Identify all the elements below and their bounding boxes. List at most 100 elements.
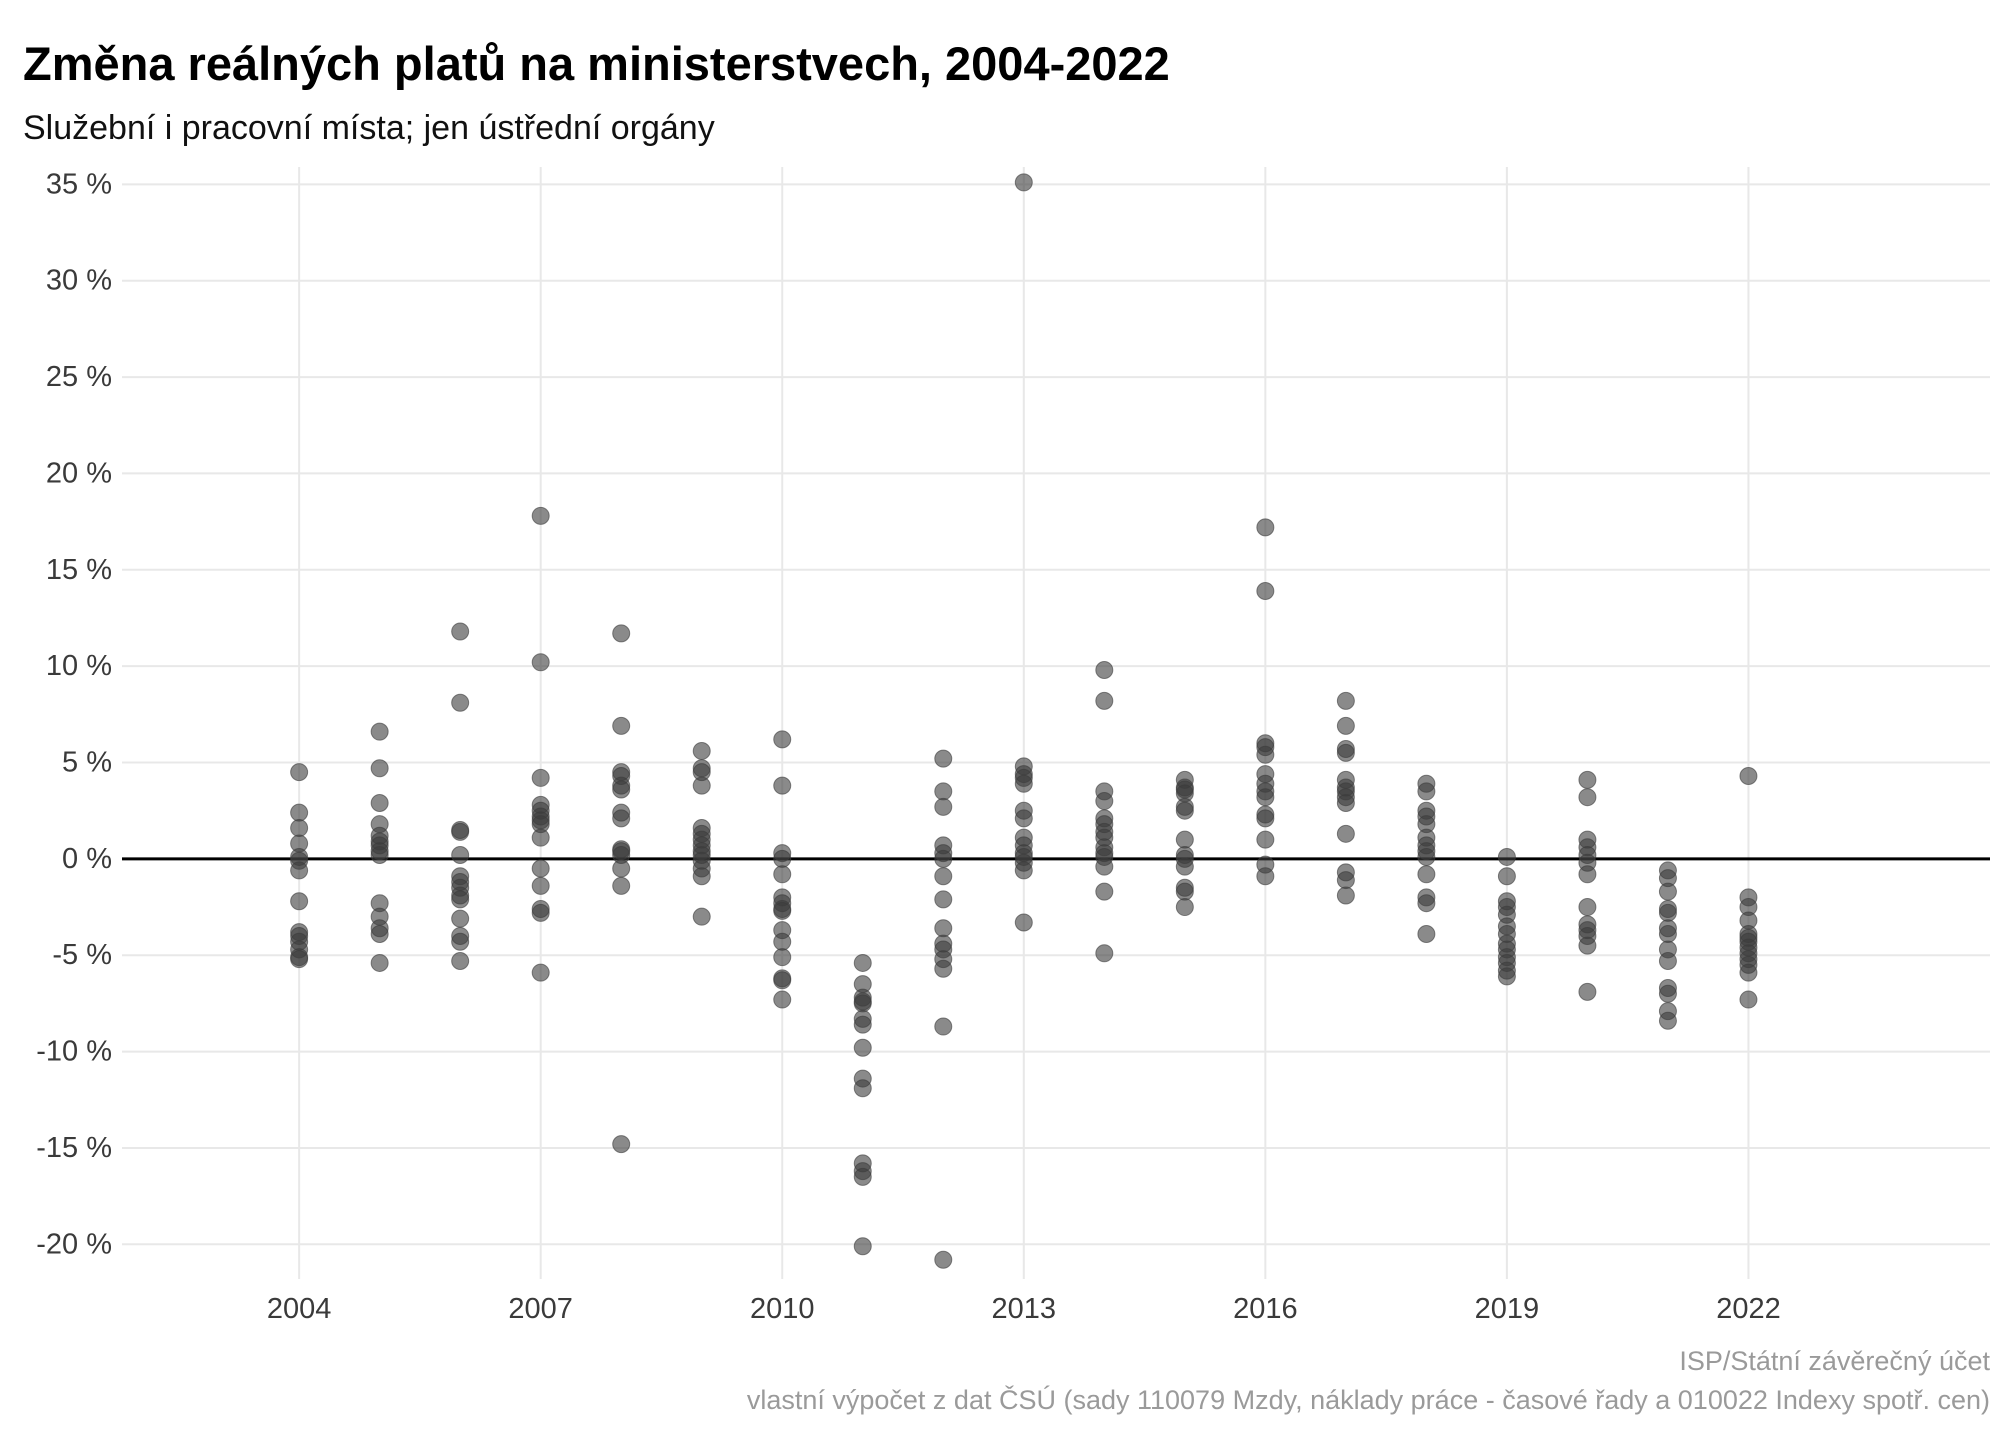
data-point xyxy=(451,890,470,909)
data-point xyxy=(773,730,792,749)
data-point xyxy=(692,867,711,886)
data-point xyxy=(1014,809,1033,828)
data-point xyxy=(1256,788,1275,807)
caption-note: vlastní výpočet z dat ČSÚ (sady 110079 M… xyxy=(747,1384,1990,1415)
x-tick-label: 2022 xyxy=(1716,1293,1781,1325)
data-point xyxy=(1256,809,1275,828)
data-point xyxy=(1578,982,1597,1001)
y-tick-label: 20 % xyxy=(46,457,112,489)
data-point xyxy=(692,776,711,795)
data-point xyxy=(773,932,792,951)
chart-subtitle: Služební i pracovní místa; jen ústřední … xyxy=(23,109,715,147)
data-point xyxy=(692,907,711,926)
data-point xyxy=(853,1038,872,1057)
data-point xyxy=(531,653,550,672)
data-point xyxy=(1095,661,1114,680)
y-tick-label: 25 % xyxy=(46,361,112,393)
data-point xyxy=(853,994,872,1013)
data-point xyxy=(934,867,953,886)
y-tick-label: 15 % xyxy=(46,554,112,586)
data-point xyxy=(1014,861,1033,880)
data-point xyxy=(1739,766,1758,785)
data-point xyxy=(773,990,792,1009)
y-tick-label: -20 % xyxy=(36,1228,112,1260)
data-point xyxy=(612,809,631,828)
data-point xyxy=(531,506,550,525)
data-point xyxy=(1578,865,1597,884)
data-point xyxy=(1175,898,1194,917)
data-point xyxy=(1014,774,1033,793)
data-point xyxy=(290,819,309,838)
x-axis: 2004 2007 2010 2013 2016 2019 2022 xyxy=(267,1293,1781,1325)
data-point xyxy=(1336,793,1355,812)
data-point xyxy=(531,768,550,787)
x-tick-label: 2010 xyxy=(750,1293,815,1325)
data-point xyxy=(1336,691,1355,710)
data-point xyxy=(1256,518,1275,537)
data-point xyxy=(773,971,792,990)
gridlines xyxy=(122,167,1990,1279)
data-point xyxy=(1417,894,1436,913)
data-point xyxy=(531,903,550,922)
data-point xyxy=(1256,745,1275,764)
data-point xyxy=(612,1135,631,1154)
data-point xyxy=(1256,867,1275,886)
data-point xyxy=(1336,716,1355,735)
data-point xyxy=(451,952,470,971)
data-point xyxy=(370,722,389,741)
data-point xyxy=(290,803,309,822)
data-point xyxy=(853,1015,872,1034)
data-point xyxy=(451,932,470,951)
data-point xyxy=(853,1079,872,1098)
data-point xyxy=(531,876,550,895)
data-point xyxy=(692,741,711,760)
data-point xyxy=(451,846,470,865)
y-tick-label: 30 % xyxy=(46,265,112,297)
data-point xyxy=(1336,743,1355,762)
data-point xyxy=(1578,898,1597,917)
y-tick-label: -5 % xyxy=(52,939,112,971)
data-point xyxy=(612,624,631,643)
data-point xyxy=(934,959,953,978)
data-point xyxy=(1658,1011,1677,1030)
x-tick-label: 2004 xyxy=(267,1293,332,1325)
data-point xyxy=(1417,925,1436,944)
data-point xyxy=(451,693,470,712)
data-point xyxy=(773,849,792,868)
data-point xyxy=(853,1237,872,1256)
x-tick-label: 2013 xyxy=(992,1293,1057,1325)
data-point xyxy=(1175,857,1194,876)
data-point xyxy=(773,865,792,884)
data-point xyxy=(1739,990,1758,1009)
data-point xyxy=(1175,830,1194,849)
data-point xyxy=(773,948,792,967)
data-point xyxy=(1175,801,1194,820)
data-point xyxy=(1497,967,1516,986)
data-point xyxy=(370,925,389,944)
data-point xyxy=(1497,867,1516,886)
data-point xyxy=(1578,936,1597,955)
data-point xyxy=(1256,581,1275,600)
data-point xyxy=(1095,792,1114,811)
data-point xyxy=(1739,963,1758,982)
data-point xyxy=(1336,871,1355,890)
data-point xyxy=(290,763,309,782)
data-points xyxy=(290,173,1758,1269)
data-point xyxy=(853,953,872,972)
data-point xyxy=(531,828,550,847)
data-point xyxy=(1095,857,1114,876)
data-point xyxy=(370,953,389,972)
data-point xyxy=(934,749,953,768)
data-point xyxy=(1014,913,1033,932)
caption-source: ISP/Státní závěrečný účet xyxy=(1679,1346,1990,1376)
data-point xyxy=(773,776,792,795)
chart-title: Změna reálných platů na ministerstvech, … xyxy=(23,37,1170,90)
data-point xyxy=(934,1017,953,1036)
data-point xyxy=(1014,173,1033,192)
data-point xyxy=(612,780,631,799)
data-point xyxy=(1095,882,1114,901)
data-point xyxy=(1417,847,1436,866)
x-tick-label: 2016 xyxy=(1233,1293,1298,1325)
